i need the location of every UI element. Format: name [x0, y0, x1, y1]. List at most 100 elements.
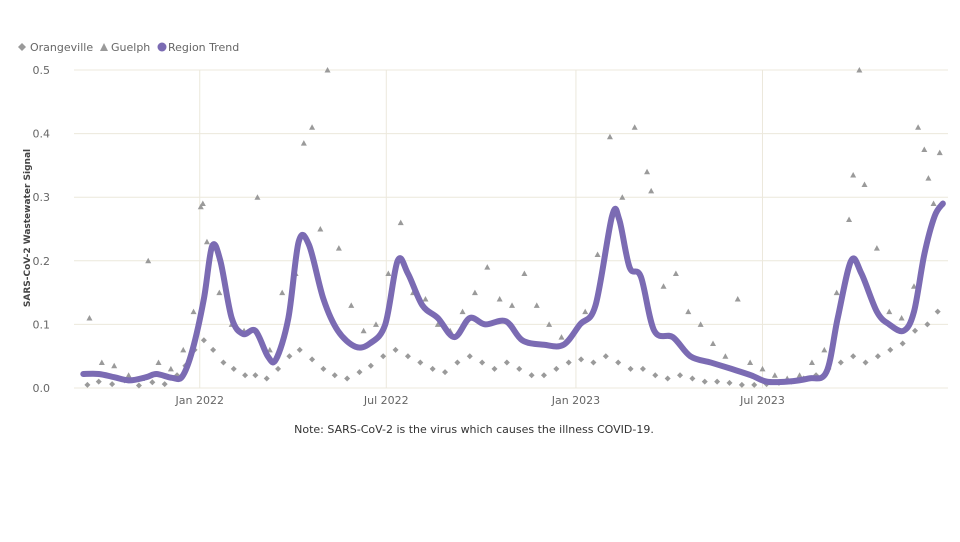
orangeville-point — [367, 362, 374, 369]
guelph-point — [167, 365, 174, 372]
y-tick-label: 0.1 — [33, 318, 51, 331]
orangeville-point — [479, 359, 486, 366]
orangeville-point — [491, 365, 498, 372]
guelph-point — [372, 321, 379, 327]
orangeville-point — [429, 365, 436, 372]
orangeville-point — [738, 381, 745, 388]
guelph-point — [546, 321, 553, 327]
guelph-point — [155, 359, 162, 366]
orangeville-point — [417, 359, 424, 366]
guelph-point — [734, 295, 741, 302]
orangeville-point — [516, 365, 523, 372]
orangeville-point — [454, 359, 461, 366]
orangeville-point — [242, 372, 249, 379]
guelph-point — [873, 245, 880, 251]
orangeville-point — [602, 353, 609, 360]
guelph-point — [619, 194, 626, 200]
guelph-point — [509, 302, 516, 308]
guelph-point — [397, 219, 404, 226]
orangeville-point — [664, 375, 671, 382]
guelph-point — [631, 124, 638, 130]
guelph-point — [850, 171, 857, 178]
guelph-point — [915, 124, 922, 130]
legend-item-region-trend[interactable]: Region Trend — [157, 41, 240, 54]
guelph-point — [846, 216, 853, 222]
guelph-point — [644, 168, 651, 175]
orangeville-point — [275, 365, 282, 372]
guelph-point — [111, 362, 118, 369]
guelph-point — [796, 372, 803, 378]
guelph-point — [521, 270, 528, 277]
orangeville-point — [161, 381, 168, 388]
guelph-point — [145, 257, 152, 264]
orangeville-point — [252, 372, 259, 379]
legend-label-orangeville: Orangeville — [30, 41, 93, 54]
guelph-point — [496, 295, 503, 302]
orangeville-point — [135, 382, 142, 389]
guelph-point — [324, 67, 331, 73]
y-tick-label: 0.2 — [33, 255, 51, 268]
orangeville-point — [874, 353, 881, 360]
orangeville-point — [615, 359, 622, 366]
guelph-point — [190, 308, 197, 315]
guelph-point — [697, 321, 704, 327]
diamond-marker-icon — [18, 43, 26, 51]
guelph-point — [98, 359, 105, 366]
legend[interactable]: Orangeville Guelph Region Trend — [18, 41, 239, 54]
orangeville-point — [320, 365, 327, 372]
orangeville-point — [380, 353, 387, 360]
orangeville-point — [528, 372, 535, 379]
y-tick-label: 0.5 — [33, 64, 51, 77]
triangle-marker-icon — [100, 43, 108, 51]
orangeville-point — [677, 372, 684, 379]
orangeville-point — [912, 327, 919, 334]
guelph-point — [747, 359, 754, 366]
orangeville-point — [442, 369, 449, 376]
series-region-trend — [80, 200, 946, 386]
legend-item-orangeville[interactable]: Orangeville — [18, 41, 93, 54]
guelph-point — [309, 124, 316, 130]
y-tick-label: 0.3 — [33, 191, 51, 204]
guelph-point — [360, 327, 367, 334]
orangeville-point — [862, 359, 869, 366]
guelph-point — [660, 283, 667, 289]
guelph-point — [558, 334, 565, 340]
guelph-point — [216, 289, 223, 296]
x-tick-label: Jan 2022 — [175, 394, 224, 407]
guelph-point — [459, 308, 466, 315]
orangeville-point — [540, 372, 547, 379]
guelph-point — [348, 302, 355, 308]
orangeville-point — [837, 359, 844, 366]
orangeville-point — [639, 365, 646, 372]
guelph-point — [856, 67, 863, 73]
y-axis: 0.0 0.1 0.2 0.3 0.4 0.5 — [33, 64, 51, 395]
guelph-point — [930, 200, 937, 207]
orangeville-point — [309, 356, 316, 363]
guelph-point — [925, 175, 932, 181]
orangeville-point — [590, 359, 597, 366]
orangeville-point — [331, 372, 338, 379]
x-tick-label: Jan 2023 — [551, 394, 600, 407]
guelph-point — [606, 133, 613, 140]
guelph-point — [898, 315, 905, 321]
orangeville-point — [210, 346, 217, 353]
guelph-point — [594, 251, 601, 257]
legend-label-guelph: Guelph — [111, 41, 150, 54]
guelph-point — [180, 346, 187, 353]
orangeville-point — [553, 365, 560, 372]
guelph-point — [203, 238, 210, 245]
orangeville-point — [220, 359, 227, 366]
guelph-point — [648, 187, 655, 194]
guelph-point — [808, 359, 815, 366]
guelph-point — [434, 321, 441, 327]
guelph-point — [921, 146, 928, 152]
orangeville-point — [296, 346, 303, 353]
orangeville-point — [230, 365, 237, 372]
legend-label-region-trend: Region Trend — [168, 41, 239, 54]
guelph-point — [471, 289, 478, 296]
orangeville-point — [356, 369, 363, 376]
orangeville-point — [344, 375, 351, 382]
orangeville-point — [95, 378, 102, 385]
legend-item-guelph[interactable]: Guelph — [100, 41, 150, 54]
